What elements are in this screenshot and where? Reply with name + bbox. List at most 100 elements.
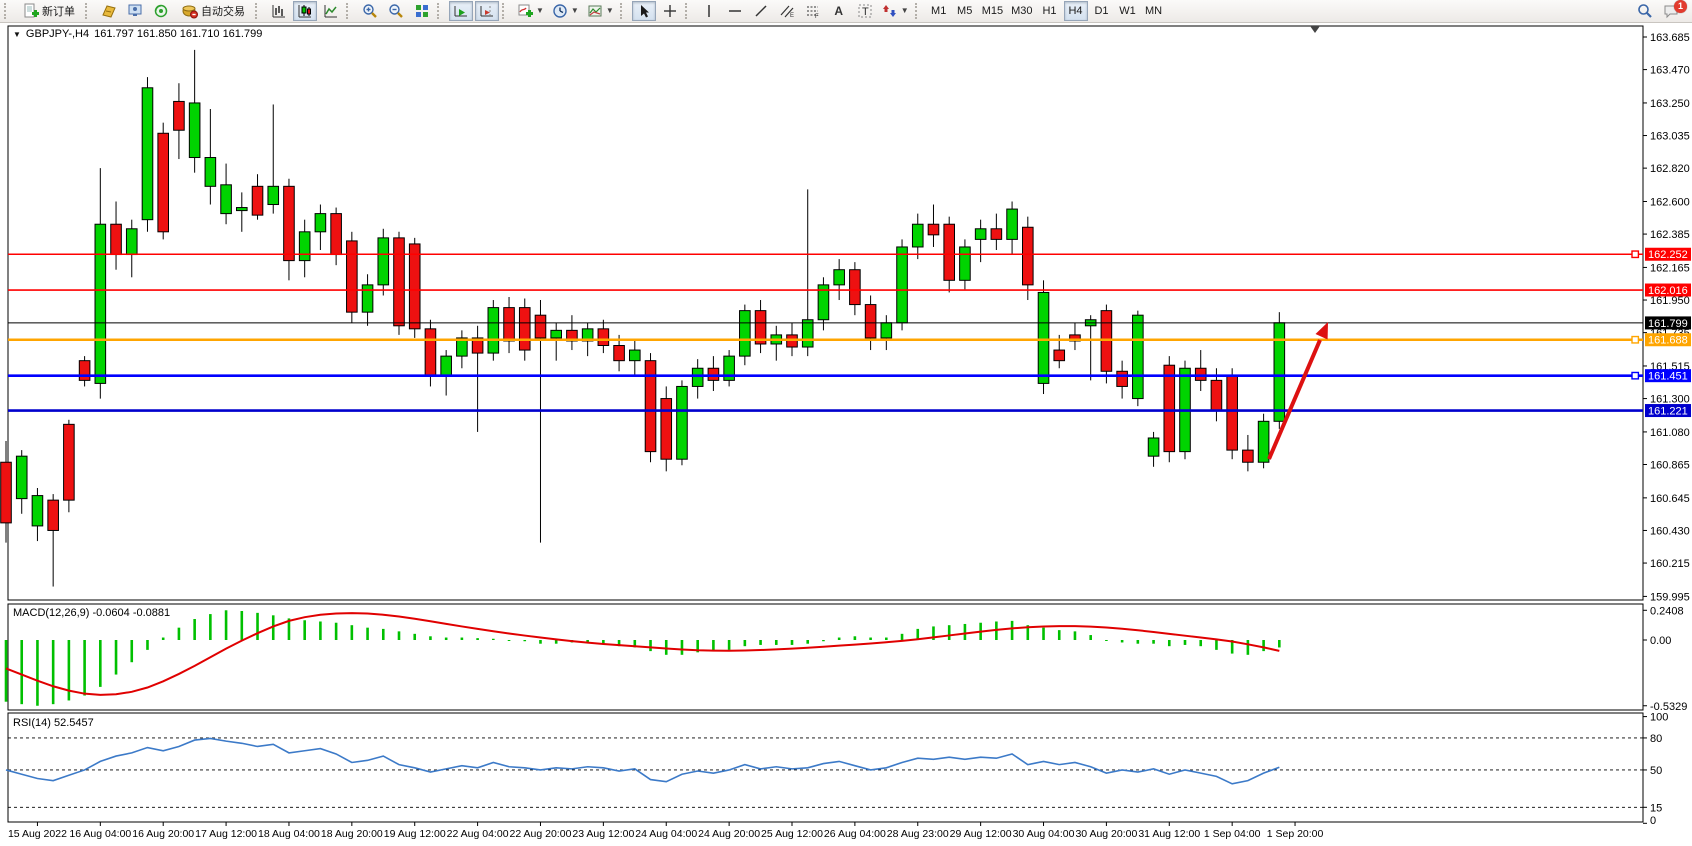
cursor-button[interactable] <box>631 1 656 21</box>
macd-axis-label: -0.5329 <box>1650 701 1687 713</box>
price-axis-label: 160.215 <box>1650 558 1690 570</box>
zoom-in-button[interactable] <box>358 1 382 21</box>
timeframe-button-h4[interactable]: H4 <box>1063 1 1088 21</box>
macd-histogram-bar <box>790 640 794 645</box>
svg-text:F: F <box>815 14 819 19</box>
price-chart[interactable]: 163.685 163.470 163.250 163.035 162.820 162.6… <box>0 24 1692 846</box>
auto-scroll-button[interactable] <box>449 1 473 21</box>
candle-body <box>644 360 657 453</box>
arrows-icon <box>882 3 898 19</box>
trend-arrow-annotation[interactable] <box>1267 339 1322 460</box>
rsi-axis-label: 0 <box>1650 815 1656 827</box>
macd-label: MACD(12,26,9) -0.0604 -0.0881 <box>13 607 171 619</box>
timeframe-button-m1[interactable]: M1 <box>927 1 951 21</box>
autotrading-button[interactable]: 自动交易 <box>175 1 252 21</box>
search-button[interactable] <box>1633 1 1657 21</box>
trendline-button[interactable] <box>749 1 773 21</box>
new-order-label: 新订单 <box>42 6 75 18</box>
macd-histogram-bar <box>287 618 291 640</box>
periods-icon <box>552 3 568 19</box>
notifications-button[interactable]: 1 <box>1659 0 1687 21</box>
signals-button[interactable] <box>149 1 173 21</box>
fibonacci-button[interactable]: F <box>801 1 825 21</box>
timeframe-button-mn[interactable]: MN <box>1142 1 1166 21</box>
line-handle[interactable] <box>1631 250 1640 259</box>
line-handle[interactable] <box>1631 371 1640 380</box>
price-badge <box>1645 316 1691 330</box>
toolbar-grip <box>684 3 693 19</box>
macd-histogram-bar <box>319 621 322 640</box>
tile-windows-icon <box>414 3 430 19</box>
time-axis-label: 23 Aug 12:00 <box>572 828 634 840</box>
timeframe-button-m15[interactable]: M15 <box>979 1 1006 21</box>
macd-histogram-bar <box>303 620 306 640</box>
macd-histogram-bar <box>1073 631 1077 640</box>
text-button[interactable]: A <box>827 1 851 21</box>
candle-body <box>283 185 295 262</box>
macd-histogram-bar <box>916 628 920 640</box>
market-watch-button[interactable] <box>97 1 121 21</box>
horizontal-line-button[interactable] <box>723 1 747 21</box>
autotrading-icon <box>182 3 198 19</box>
periods-button[interactable]: ▼ <box>549 1 582 21</box>
price-badge <box>1645 283 1691 297</box>
time-axis-label: 18 Aug 04:00 <box>258 828 320 840</box>
timeframe-button-h1[interactable]: H1 <box>1038 1 1062 21</box>
candle-body <box>346 240 358 313</box>
timeframe-button-w1[interactable]: W1 <box>1116 1 1140 21</box>
fibonacci-icon: F <box>805 3 821 20</box>
macd-histogram-bar <box>1105 640 1108 641</box>
price-axis-label: 162.385 <box>1650 229 1690 241</box>
macd-histogram-bar <box>1167 640 1171 647</box>
candle-body <box>801 319 814 348</box>
candle-body <box>849 269 861 306</box>
chart-shift-marker-icon <box>1310 26 1320 33</box>
candle-body <box>943 223 956 281</box>
candle-body <box>471 337 484 354</box>
trendline-icon <box>753 3 769 19</box>
text-label-button[interactable]: T <box>853 1 877 21</box>
time-axis-label: 16 Aug 20:00 <box>132 828 194 840</box>
bar-chart-button[interactable] <box>267 1 291 21</box>
svg-text:E: E <box>790 13 794 19</box>
timeframe-button-m5[interactable]: M5 <box>953 1 977 21</box>
crosshair-button[interactable] <box>658 1 682 21</box>
macd-histogram-bar <box>617 640 621 647</box>
price-axis-label: 163.035 <box>1650 131 1690 143</box>
zoom-out-button[interactable] <box>384 1 408 21</box>
timeframe-button-m30[interactable]: M30 <box>1008 1 1035 21</box>
candlestick-chart-button[interactable] <box>293 1 317 21</box>
line-chart-button[interactable] <box>319 1 343 21</box>
arrows-button[interactable]: ▼ <box>879 1 912 21</box>
candle-body <box>691 367 704 387</box>
price-axis-label: 160.645 <box>1650 493 1690 505</box>
time-axis-label: 24 Aug 20:00 <box>698 828 760 840</box>
candle-body <box>1147 437 1160 457</box>
macd-histogram-bar <box>885 637 888 640</box>
vertical-line-button[interactable] <box>697 1 721 21</box>
chart-shift-button[interactable] <box>475 1 499 21</box>
macd-histogram-bar <box>492 638 495 640</box>
line-handle[interactable] <box>1631 335 1640 344</box>
dropdown-arrow-icon: ▼ <box>900 6 909 15</box>
dropdown-arrow-icon: ▼ <box>605 6 614 15</box>
price-badge-label: 161.221 <box>1648 406 1688 418</box>
terminal-button[interactable] <box>123 1 147 21</box>
chart-window[interactable]: 163.685 163.470 163.250 163.035 162.820 162.6… <box>0 24 1692 846</box>
toolbar-grip <box>914 3 923 19</box>
tile-windows-button[interactable] <box>410 1 434 21</box>
candle-body <box>456 337 468 357</box>
new-order-button[interactable]: 新订单 <box>16 1 82 21</box>
timeframe-button-d1[interactable]: D1 <box>1090 1 1114 21</box>
market-watch-icon <box>101 3 117 19</box>
macd-histogram-bar <box>83 640 86 696</box>
indicators-button[interactable]: ▼ <box>514 1 547 21</box>
candle-body <box>597 328 610 347</box>
equidistant-channel-button[interactable]: E <box>775 1 799 21</box>
time-axis-label: 22 Aug 20:00 <box>510 828 572 840</box>
macd-histogram-bar <box>1089 635 1092 640</box>
candle-body <box>424 328 437 377</box>
templates-button[interactable]: ▼ <box>584 1 617 21</box>
price-axis-label: 163.470 <box>1650 65 1690 77</box>
candle-body <box>1116 370 1128 387</box>
